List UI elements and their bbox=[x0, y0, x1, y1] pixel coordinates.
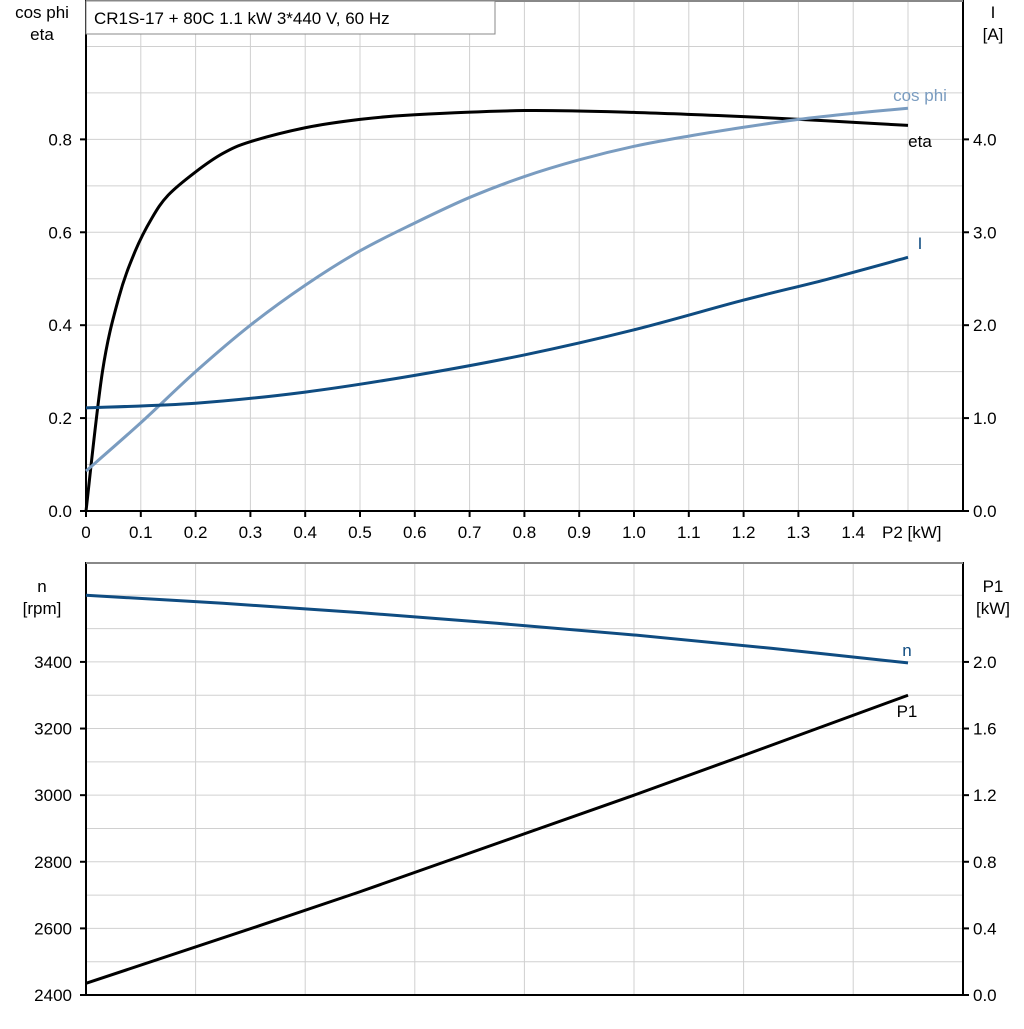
series-label-i: I bbox=[918, 234, 923, 253]
chart-title: CR1S-17 + 80C 1.1 kW 3*440 V, 60 Hz bbox=[94, 9, 390, 28]
x-tick-label: 0.9 bbox=[567, 523, 591, 542]
x-tick-label: 1.2 bbox=[732, 523, 756, 542]
y-left-tick-label: 3400 bbox=[34, 653, 72, 672]
y-right-axis-label: [kW] bbox=[976, 599, 1010, 618]
x-tick-label: 1.0 bbox=[622, 523, 646, 542]
series-label-n: n bbox=[902, 641, 911, 660]
curves bbox=[84, 106, 909, 985]
curve-eta bbox=[84, 108, 909, 512]
x-tick-label: 1.4 bbox=[841, 523, 865, 542]
y-left-axis-label: cos phi bbox=[15, 3, 69, 22]
x-tick-label: 0.4 bbox=[293, 523, 317, 542]
curve-cos-phi bbox=[85, 106, 909, 473]
x-tick-label: 1.1 bbox=[677, 523, 701, 542]
x-tick-label: 0 bbox=[81, 523, 90, 542]
curve-p1 bbox=[85, 693, 909, 985]
y-left-tick-label: 0.8 bbox=[48, 130, 72, 149]
y-right-tick-label: 0.0 bbox=[973, 502, 997, 521]
y-right-tick-label: 0.4 bbox=[973, 919, 997, 938]
x-tick-label: 0.8 bbox=[513, 523, 537, 542]
y-right-axis-label: [A] bbox=[983, 25, 1004, 44]
y-right-tick-label: 2.0 bbox=[973, 316, 997, 335]
title-box bbox=[85, 0, 496, 35]
curve-i bbox=[85, 255, 909, 410]
x-tick-label: 1.3 bbox=[787, 523, 811, 542]
y-left-tick-label: 2800 bbox=[34, 853, 72, 872]
y-left-tick-label: 0.4 bbox=[48, 316, 72, 335]
x-tick-label: 0.6 bbox=[403, 523, 427, 542]
curve-n bbox=[85, 593, 909, 665]
series-label-eta: eta bbox=[908, 132, 932, 151]
x-tick-label: 0.1 bbox=[129, 523, 153, 542]
y-left-tick-label: 0.0 bbox=[48, 502, 72, 521]
top-grid bbox=[86, 0, 964, 511]
x-tick-label: 0.3 bbox=[239, 523, 263, 542]
y-right-axis-label: I bbox=[991, 3, 996, 22]
y-right-tick-label: 0.0 bbox=[973, 986, 997, 1005]
series-label-p1: P1 bbox=[897, 702, 918, 721]
y-left-axis-label: eta bbox=[30, 25, 54, 44]
series-label-cos-phi: cos phi bbox=[893, 86, 947, 105]
series-labels: eta cos phi In P1 bbox=[893, 86, 947, 721]
x-tick-label: 0.7 bbox=[458, 523, 482, 542]
y-right-tick-label: 0.8 bbox=[973, 853, 997, 872]
y-right-tick-label: 3.0 bbox=[973, 223, 997, 242]
x-axis-label: P2 [kW] bbox=[882, 523, 942, 542]
y-left-tick-label: 2400 bbox=[34, 986, 72, 1005]
y-left-tick-label: 2600 bbox=[34, 919, 72, 938]
y-left-axis-label: n bbox=[37, 577, 46, 596]
x-tick-label: 0.2 bbox=[184, 523, 208, 542]
y-left-tick-label: 3000 bbox=[34, 786, 72, 805]
tick-labels: 0 0.1 0.2 0.3 0.4 0.5 0.6 0.7 0.8 0.9 1.0 1.1 1.2 1.3… bbox=[15, 3, 1010, 1005]
y-right-tick-label: 1.0 bbox=[973, 409, 997, 428]
y-right-tick-label: 4.0 bbox=[973, 130, 997, 149]
x-tick-label: 0.5 bbox=[348, 523, 372, 542]
y-left-tick-label: 0.6 bbox=[48, 223, 72, 242]
y-right-tick-label: 1.2 bbox=[973, 786, 997, 805]
y-right-tick-label: 1.6 bbox=[973, 720, 997, 739]
y-right-axis-label: P1 bbox=[983, 577, 1004, 596]
y-left-axis-label: [rpm] bbox=[23, 599, 62, 618]
y-left-tick-label: 0.2 bbox=[48, 409, 72, 428]
y-right-tick-label: 2.0 bbox=[973, 653, 997, 672]
y-left-tick-label: 3200 bbox=[34, 720, 72, 739]
